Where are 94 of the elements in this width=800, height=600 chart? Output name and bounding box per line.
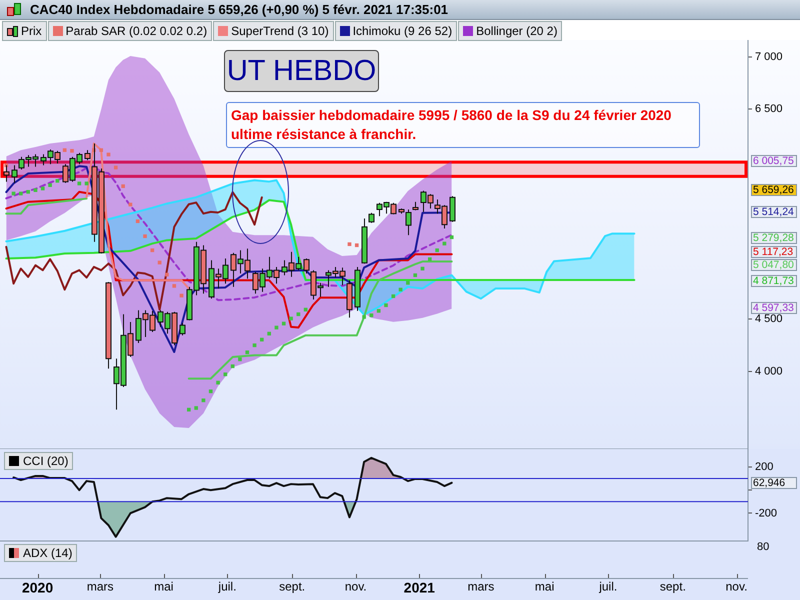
point xyxy=(70,149,74,153)
point xyxy=(143,234,147,238)
point xyxy=(99,148,104,152)
point xyxy=(413,273,418,278)
point xyxy=(384,303,388,308)
x-tick-label: mai xyxy=(534,580,554,594)
y-tick-label: 4 500 xyxy=(755,312,783,325)
point xyxy=(376,309,381,313)
y-tick-label: -200 xyxy=(755,507,778,520)
point xyxy=(165,272,169,276)
text: 5 659,26 xyxy=(751,184,797,196)
point xyxy=(136,219,140,224)
point xyxy=(34,188,38,192)
point xyxy=(406,281,410,285)
point xyxy=(354,243,359,248)
x-tick-label: mai xyxy=(154,580,174,594)
point xyxy=(216,380,220,384)
point xyxy=(442,242,446,246)
point xyxy=(238,357,242,362)
point xyxy=(172,284,176,288)
point xyxy=(56,179,60,183)
annotation: Gap baissier hebdomadaire 5995 / 5860 de la S9 du 24 février 2020 ultime résistance à franchir. xyxy=(226,102,700,148)
text: 80 xyxy=(757,541,770,553)
text: 4 871,73 xyxy=(751,275,797,287)
point xyxy=(128,202,132,206)
point xyxy=(84,182,88,186)
x-tick-label: 2020 xyxy=(22,579,54,596)
x-tick-label: 2021 xyxy=(404,579,436,596)
legend-label: Ichimoku (9 26 52) xyxy=(352,24,452,38)
point xyxy=(26,190,30,194)
x-tick-label: mars xyxy=(86,580,114,594)
point xyxy=(267,332,271,336)
point xyxy=(158,260,162,264)
point xyxy=(304,308,308,312)
point xyxy=(348,242,352,246)
point xyxy=(208,389,213,394)
point xyxy=(274,326,278,330)
point xyxy=(62,148,67,152)
point xyxy=(296,312,300,316)
legend-label: SuperTrend (3 10) xyxy=(231,24,329,38)
y-tick-label: 200 xyxy=(755,460,774,473)
y-tick-label: 6 500 xyxy=(755,103,783,116)
point xyxy=(180,294,184,298)
text: 6 005,75 xyxy=(751,155,797,167)
x-tick-label: nov. xyxy=(344,580,367,594)
text: ADX (14) xyxy=(23,546,72,560)
point xyxy=(252,343,256,348)
x-tick-label: sept. xyxy=(660,580,686,594)
point xyxy=(114,166,118,170)
point xyxy=(40,186,45,190)
point xyxy=(224,372,228,376)
point xyxy=(150,248,154,252)
text: 4 597,33 xyxy=(751,302,797,314)
point xyxy=(362,315,366,319)
text: 5 279,28 xyxy=(751,232,797,244)
point xyxy=(121,184,125,188)
point xyxy=(202,398,206,402)
point xyxy=(260,338,264,342)
point xyxy=(282,322,286,326)
point xyxy=(245,350,250,354)
legend-label: Prix xyxy=(21,24,42,38)
x-tick-label: mars xyxy=(468,580,494,594)
point xyxy=(435,248,439,252)
text: 5 514,24 xyxy=(751,206,797,218)
text: 5 117,23 xyxy=(751,246,797,258)
annotation: UT HEBDO xyxy=(224,50,379,92)
point xyxy=(398,288,402,292)
point xyxy=(19,192,23,196)
text: 5 047,80 xyxy=(751,259,797,271)
chart-title: CAC40 Index Hebdomadaire 5 659,26 (+0,90 %) 5 févr. 2021 17:35:01 xyxy=(30,2,448,17)
point xyxy=(289,316,293,320)
chart-title: CCI (20) xyxy=(23,454,68,468)
legend-label: Bollinger (20 2) xyxy=(476,24,558,38)
point xyxy=(370,313,374,318)
x-tick-label: juil. xyxy=(598,580,618,594)
legend-label: Parab SAR (0.02 0.02 0.2) xyxy=(66,24,208,38)
point xyxy=(186,408,191,412)
point xyxy=(450,235,454,240)
x-tick-label: juil. xyxy=(217,580,236,594)
line-series xyxy=(5,164,453,302)
y-tick-label: 4 000 xyxy=(755,365,783,378)
x-tick-label: nov. xyxy=(726,580,748,594)
point xyxy=(48,183,52,187)
point xyxy=(391,294,396,298)
point xyxy=(428,257,432,262)
point xyxy=(420,266,424,270)
text: 62,946 xyxy=(751,477,797,489)
point xyxy=(106,152,110,156)
point xyxy=(77,182,82,186)
y-tick-label: 7 000 xyxy=(755,50,783,63)
x-tick-label: sept. xyxy=(279,580,306,594)
point xyxy=(230,364,234,368)
point xyxy=(194,406,198,410)
point xyxy=(12,192,16,196)
